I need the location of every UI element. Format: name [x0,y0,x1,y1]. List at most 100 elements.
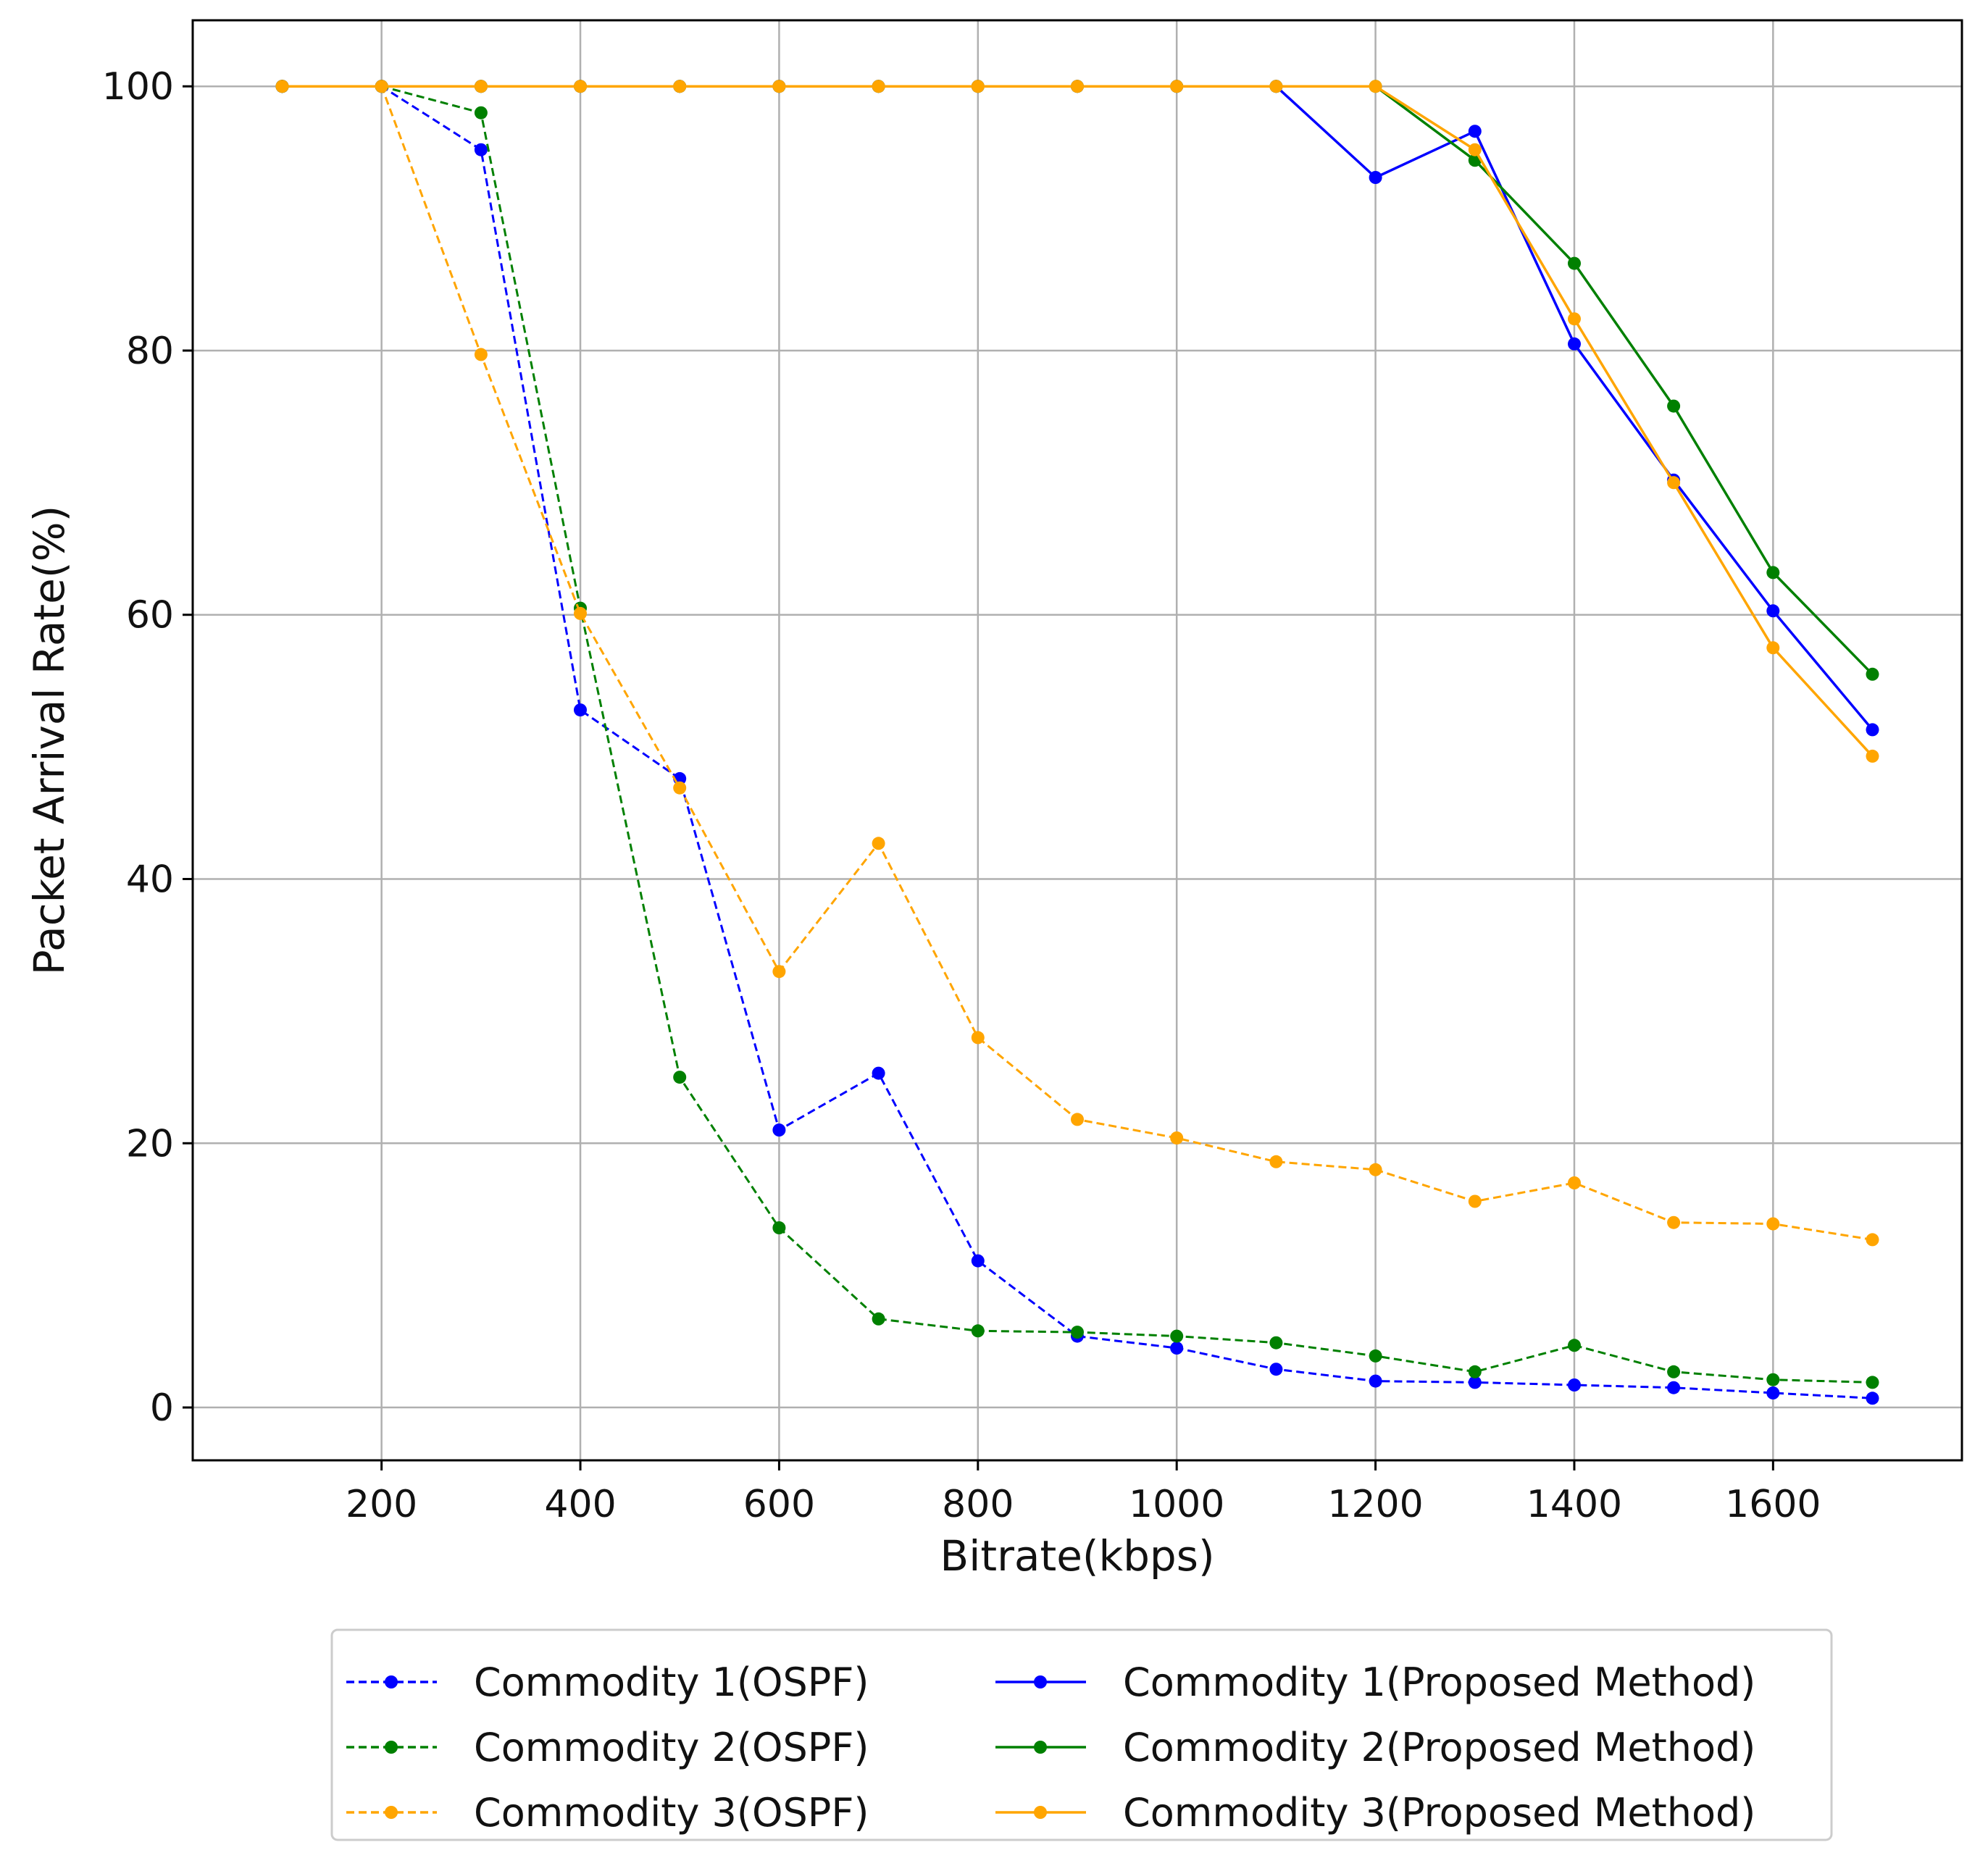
y-tick-label: 20 [126,1122,174,1166]
data-point [1269,1155,1283,1168]
x-axis-label: Bitrate(kbps) [940,1531,1214,1581]
plot-frame [191,19,1963,1462]
data-point [772,80,786,93]
data-point [1071,1326,1084,1339]
legend-item: Commodity 1(OSPF) [346,1660,869,1705]
data-point [1269,1363,1283,1376]
axis-ticks: 200 400 600 800 1000 1200 1400 1600 0 20 40 60 80 100 [102,65,1821,1526]
data-point [474,80,488,93]
y-tick-label: 80 [126,330,174,373]
data-point [1369,171,1382,184]
data-point [1170,80,1184,93]
data-point [1667,1365,1681,1378]
data-point [474,143,488,156]
data-point [1568,312,1581,326]
x-tick-label: 200 [346,1483,417,1526]
data-point [1866,1376,1879,1389]
data-point [1766,604,1780,618]
data-point [971,1031,985,1045]
legend-item: Commodity 3(OSPF) [346,1790,869,1836]
data-point [1468,1194,1482,1208]
data-point [474,106,488,120]
data-point [772,965,786,979]
data-point [673,781,687,795]
legend-marker [385,1675,398,1688]
legend-label: Commodity 3(OSPF) [474,1790,869,1836]
data-point [1071,80,1084,93]
legend: Commodity 1(OSPF) Commodity 2(OSPF) Commod… [330,1628,1833,1841]
x-tick-label: 1000 [1129,1483,1224,1526]
data-point [772,1123,786,1137]
data-point [1766,641,1780,655]
data-point [1568,337,1581,351]
data-point [1269,1336,1283,1349]
legend-label: Commodity 1(OSPF) [474,1660,869,1705]
data-point [1269,80,1283,93]
data-point [1866,667,1879,681]
data-point [474,348,488,361]
legend-item: Commodity 1(Proposed Method) [995,1660,1755,1705]
data-point [1866,749,1879,763]
data-point [574,703,587,717]
legend-marker [385,1741,398,1754]
data-point [872,80,885,93]
data-point [1866,1233,1879,1247]
data-point [971,1254,985,1268]
data-point [1468,125,1482,138]
legend-marker [385,1806,398,1819]
data-point [1468,143,1482,156]
legend-box [330,1628,1833,1841]
legend-marker [1034,1741,1047,1754]
y-axis-label: Packet Arrival Rate(%) [25,506,74,975]
data-point [1766,1386,1780,1399]
data-point [1568,1339,1581,1352]
data-point [673,1071,687,1084]
data-point [673,80,687,93]
legend-marker [1034,1806,1047,1819]
y-tick-label: 60 [126,594,174,637]
x-tick-label: 800 [942,1483,1014,1526]
data-point [1369,1349,1382,1363]
data-point [574,80,587,93]
data-point [375,80,388,93]
x-tick-label: 400 [544,1483,616,1526]
data-point [1369,1163,1382,1176]
data-point [872,1312,885,1326]
data-point [1667,1215,1681,1229]
data-point [1766,566,1780,579]
data-point [971,80,985,93]
legend-item: Commodity 2(Proposed Method) [995,1725,1755,1770]
data-point [872,1066,885,1080]
data-point [1866,1392,1879,1405]
data-point [1369,80,1382,93]
x-tick-label: 1600 [1725,1483,1821,1526]
data-point [1766,1217,1780,1231]
y-tick-label: 100 [102,65,174,109]
x-tick-label: 600 [743,1483,815,1526]
series-layer [275,80,1879,1405]
data-point [1071,1113,1084,1126]
data-point [1170,1342,1184,1355]
legend-item: Commodity 3(Proposed Method) [995,1790,1755,1836]
data-point [1170,1329,1184,1343]
data-point [1667,476,1681,490]
legend-label: Commodity 1(Proposed Method) [1123,1660,1755,1705]
data-point [772,1221,786,1234]
data-point [1369,1374,1382,1388]
x-tick-label: 1400 [1526,1483,1622,1526]
data-point [1568,1176,1581,1189]
series-6 [275,80,1879,763]
data-point [1170,1131,1184,1144]
data-point [574,606,587,620]
data-point [872,837,885,850]
legend-marker [1034,1675,1047,1688]
series-line [282,85,1873,1399]
series-1 [275,80,1879,1405]
data-point [275,80,289,93]
y-tick-label: 40 [126,858,174,902]
data-point [1568,1378,1581,1392]
data-point [1667,399,1681,413]
legend-label: Commodity 3(Proposed Method) [1123,1790,1755,1836]
